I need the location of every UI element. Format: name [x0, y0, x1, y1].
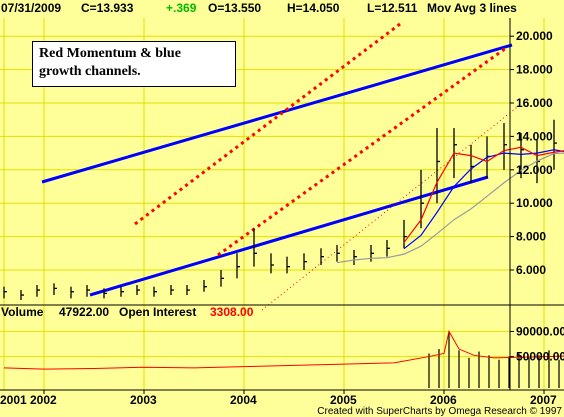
- upper-growth-channel-line: [41, 43, 513, 184]
- x-tick-label: 2003: [130, 393, 157, 407]
- x-tick-label: 2002: [30, 393, 57, 407]
- ma-blue-line: [403, 149, 564, 250]
- x-tick-label-overlap: 2001: [0, 393, 27, 407]
- ma-gray-line: [336, 152, 564, 264]
- oi-value: 3308.00: [210, 305, 254, 319]
- volume-tick-label: 50000.00: [516, 350, 564, 364]
- header-close: C=13.933: [81, 1, 134, 15]
- lower-momentum-channel-line: [217, 46, 507, 257]
- momentum-extension-line: [261, 104, 521, 311]
- price-tick-label: 14.000: [516, 129, 553, 143]
- annotation-line-1: Red Momentum & blue: [39, 46, 181, 61]
- x-tick-label: 2006: [430, 393, 457, 407]
- x-tick-label: 2007: [530, 393, 557, 407]
- header-date: 07/31/2009: [1, 1, 61, 15]
- header-change: +.369: [166, 1, 197, 15]
- annotation-box: Red Momentum & blue growth channels.: [32, 41, 236, 87]
- moving-averages: [336, 146, 564, 264]
- annotation-line-2: growth channels.: [39, 64, 141, 79]
- price-tick-label: 12.000: [516, 163, 553, 177]
- lower-growth-channel-line: [89, 175, 489, 297]
- price-tick-label: 8.000: [516, 230, 546, 244]
- volume-panel: [3, 330, 564, 388]
- price-tick-label: 18.000: [516, 63, 553, 77]
- header-open: O=13.550: [208, 1, 261, 15]
- x-tick-label: 2004: [230, 393, 257, 407]
- volume-tick-label: 90000.00: [516, 324, 564, 338]
- price-tick-label: 20.000: [516, 29, 553, 43]
- open-interest-line: [3, 330, 564, 370]
- oi-label: Open Interest: [119, 305, 196, 319]
- header-high: H=14.050: [287, 1, 340, 15]
- volume-label: Volume: [1, 305, 44, 319]
- price-tick-label: 10.000: [516, 196, 553, 210]
- x-tick-label: 2005: [330, 393, 357, 407]
- price-tick-label: 16.000: [516, 96, 553, 110]
- header-study: Mov Avg 3 lines: [427, 1, 517, 15]
- price-tick-label: 6.000: [516, 263, 546, 277]
- header-low: L=12.511: [367, 1, 418, 15]
- footer-credit: Created with SuperCharts by Omega Resear…: [317, 406, 562, 417]
- volume-value: 47922.00: [59, 305, 109, 319]
- overlay-lines: [41, 22, 521, 311]
- ma-red-line: [403, 146, 564, 243]
- axes: 20.000 18.000 16.000 14.000 12.000 10.000 8.00…: [0, 18, 564, 407]
